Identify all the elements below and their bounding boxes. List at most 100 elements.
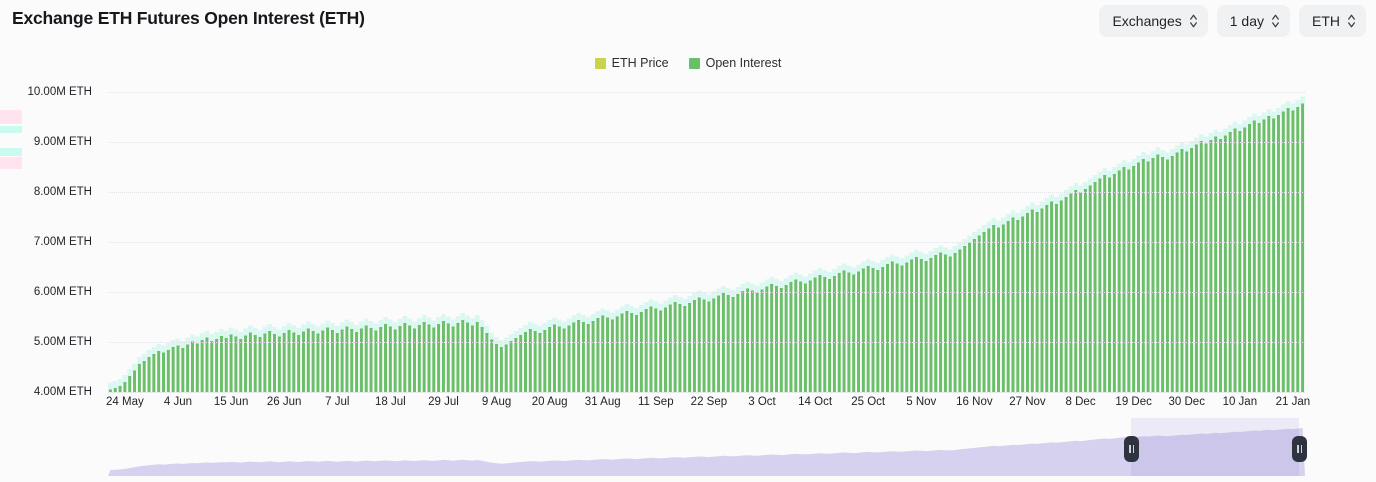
open-interest-bar xyxy=(997,227,1001,392)
navigator-handle-left[interactable] xyxy=(1124,436,1140,462)
open-interest-bar xyxy=(900,265,904,392)
x-axis-tick: 16 Nov xyxy=(956,396,993,408)
open-interest-bar xyxy=(417,325,421,392)
control-bar: Exchanges 1 day ETH xyxy=(1099,5,1366,37)
open-interest-bar xyxy=(113,388,117,392)
x-axis-tick: 3 Oct xyxy=(748,396,776,408)
open-interest-bar xyxy=(963,246,967,392)
open-interest-bar xyxy=(451,326,455,392)
open-interest-bar xyxy=(166,350,170,392)
gridline xyxy=(108,242,1305,243)
x-axis-tick: 30 Dec xyxy=(1168,396,1205,408)
open-interest-bar xyxy=(717,295,721,392)
open-interest-bar xyxy=(620,313,624,392)
open-interest-bar xyxy=(630,313,634,392)
open-interest-bar xyxy=(335,333,339,392)
open-interest-bar xyxy=(591,321,595,392)
open-interest-bar xyxy=(427,324,431,392)
open-interest-bar xyxy=(495,344,499,392)
open-interest-bar xyxy=(1204,143,1208,392)
open-interest-bar xyxy=(943,254,947,392)
open-interest-bar xyxy=(668,304,672,392)
open-interest-bar xyxy=(1185,151,1189,392)
asset-selector[interactable]: ETH xyxy=(1299,5,1366,37)
y-axis-left-tick: 9.00M ETH xyxy=(33,136,92,148)
open-interest-bar xyxy=(258,337,262,392)
open-interest-bar xyxy=(268,331,272,392)
open-interest-bar xyxy=(1233,128,1237,392)
open-interest-bar xyxy=(519,335,523,392)
legend-open-interest[interactable]: Open Interest xyxy=(688,56,781,70)
navigator-chart xyxy=(108,418,1305,476)
interval-selector[interactable]: 1 day xyxy=(1216,5,1290,37)
open-interest-bar xyxy=(552,324,556,392)
open-interest-bar xyxy=(253,335,257,392)
open-interest-bar xyxy=(639,312,643,392)
open-interest-bar xyxy=(1050,201,1054,392)
chevron-updown-icon xyxy=(1272,14,1279,28)
open-interest-bar xyxy=(1035,212,1039,392)
open-interest-bar xyxy=(466,322,470,392)
open-interest-bar xyxy=(596,318,600,392)
open-interest-bar xyxy=(1045,205,1049,392)
x-axis-line xyxy=(108,392,1305,393)
open-interest-bar xyxy=(673,302,677,392)
navigator-handle-right[interactable] xyxy=(1292,436,1307,462)
open-interest-bar xyxy=(910,259,914,392)
plot-area[interactable] xyxy=(108,92,1305,392)
open-interest-bar xyxy=(760,289,764,392)
open-interest-bar xyxy=(606,317,610,392)
open-interest-bar xyxy=(186,344,190,392)
open-interest-bar xyxy=(731,297,735,392)
open-interest-bar xyxy=(533,331,537,392)
open-interest-bar xyxy=(1103,175,1107,392)
grip-handle-icon xyxy=(1297,445,1299,453)
y-axis-left-tick: 8.00M ETH xyxy=(33,186,92,198)
range-navigator[interactable] xyxy=(108,418,1307,482)
open-interest-bar xyxy=(871,268,875,392)
legend-eth-price-label: ETH Price xyxy=(611,56,669,70)
legend-eth-price[interactable]: ETH Price xyxy=(594,56,669,70)
open-interest-bar xyxy=(832,276,836,392)
open-interest-bar xyxy=(1286,108,1290,392)
y-axis-left-tick: 5.00M ETH xyxy=(33,336,92,348)
open-interest-bar xyxy=(1054,204,1058,392)
open-interest-bar xyxy=(108,389,112,392)
gridline xyxy=(108,142,1305,143)
open-interest-bar xyxy=(176,345,180,392)
exchanges-selector[interactable]: Exchanges xyxy=(1099,5,1208,37)
y-axis-right: $4.20K$3.90K$3.60K$3.30K$3.00K$2.70K$2.4… xyxy=(1311,92,1376,392)
open-interest-bar xyxy=(326,327,330,392)
open-interest-bar xyxy=(1117,170,1121,392)
open-interest-bar xyxy=(866,266,870,392)
open-interest-bar xyxy=(1272,118,1276,392)
open-interest-bar xyxy=(1194,144,1198,392)
open-interest-bar xyxy=(210,341,214,392)
open-interest-bar xyxy=(461,320,465,392)
edge-artifact xyxy=(0,157,22,169)
x-axis-tick: 19 Dec xyxy=(1115,396,1152,408)
open-interest-bar xyxy=(1156,154,1160,392)
open-interest-bar xyxy=(1219,139,1223,392)
open-interest-bar xyxy=(688,303,692,392)
open-interest-bar xyxy=(1247,124,1251,392)
open-interest-bar xyxy=(765,286,769,392)
open-interest-bar xyxy=(311,331,315,392)
x-axis-tick: 26 Jun xyxy=(266,396,302,408)
x-axis-tick: 24 May xyxy=(106,396,144,408)
open-interest-bar xyxy=(432,327,436,392)
open-interest-bar xyxy=(1190,148,1194,392)
open-interest-bar xyxy=(1301,103,1305,392)
open-interest-bar xyxy=(1238,131,1242,392)
open-interest-bar xyxy=(610,319,614,392)
x-axis-tick: 29 Jul xyxy=(428,396,459,408)
open-interest-bar xyxy=(485,333,489,392)
open-interest-bar xyxy=(297,335,301,392)
open-interest-bar xyxy=(1228,132,1232,392)
open-interest-bar xyxy=(316,333,320,392)
open-interest-bar xyxy=(958,249,962,392)
gridline xyxy=(108,292,1305,293)
open-interest-bar xyxy=(861,268,865,392)
open-interest-bar xyxy=(524,332,527,392)
open-interest-bar xyxy=(1132,166,1136,392)
